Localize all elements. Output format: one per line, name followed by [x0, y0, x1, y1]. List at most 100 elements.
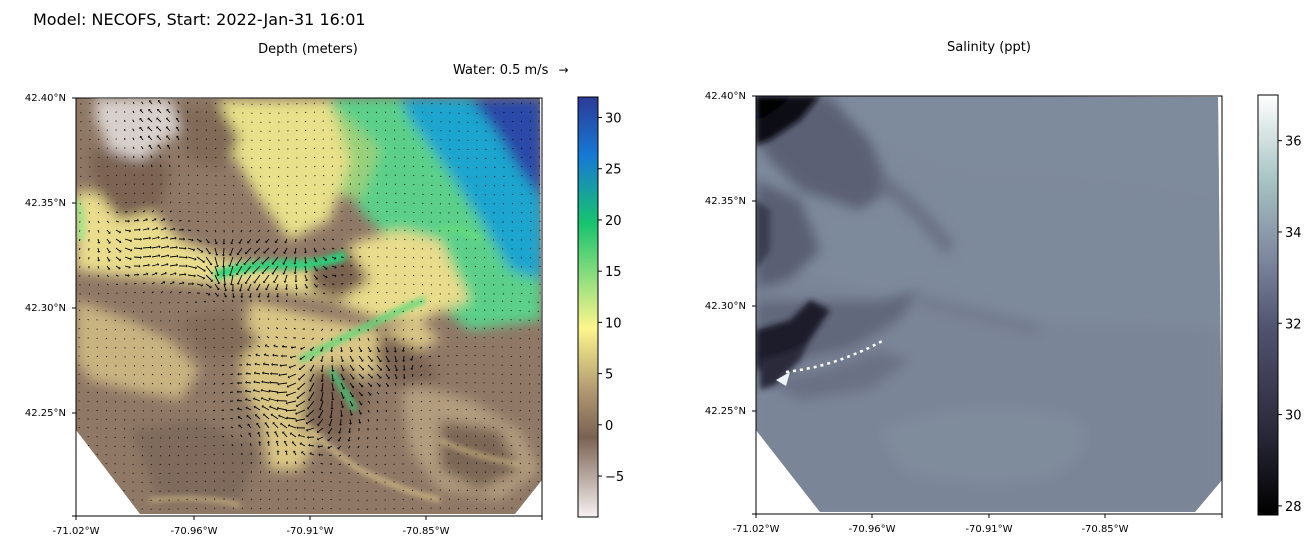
current-vector — [528, 471, 531, 474]
current-vector — [376, 201, 379, 204]
current-vector — [304, 211, 307, 214]
current-vector-head — [327, 446, 330, 450]
current-vector — [420, 445, 423, 447]
current-vector-head — [157, 100, 161, 103]
current-vector — [419, 346, 423, 349]
colorbar-tick-label: −5 — [605, 470, 624, 485]
current-vector — [270, 406, 279, 411]
current-vector — [520, 166, 523, 168]
current-vector — [142, 219, 147, 222]
current-vector — [328, 427, 333, 433]
current-vector — [420, 373, 423, 377]
current-vector — [214, 265, 219, 275]
current-vector — [262, 389, 270, 393]
current-vector-head — [273, 344, 276, 348]
current-vector — [96, 300, 99, 303]
current-vector — [466, 507, 469, 510]
current-vector-head — [173, 227, 176, 231]
current-vector — [307, 409, 315, 417]
current-vector-head — [334, 256, 337, 260]
current-vector-head — [247, 241, 250, 244]
current-vector — [367, 418, 370, 422]
salinity-y-axis: 42.40°N 42.35°N 42.30°N 42.25°N — [705, 91, 756, 515]
current-vector — [465, 400, 468, 402]
current-vector — [105, 346, 108, 349]
current-vector — [223, 211, 225, 214]
current-vector — [232, 292, 235, 297]
current-vector — [187, 274, 195, 277]
current-vector — [140, 136, 144, 141]
current-vector — [105, 507, 108, 510]
current-vector — [349, 391, 353, 397]
current-vector — [195, 418, 198, 421]
current-vector — [348, 138, 351, 141]
current-vector — [348, 111, 351, 114]
current-vector-head — [237, 372, 239, 376]
current-vector — [511, 292, 514, 295]
current-vector — [284, 441, 288, 447]
current-vector — [519, 346, 522, 349]
current-vector — [105, 462, 108, 465]
current-vector — [366, 454, 369, 457]
current-vector-head — [293, 450, 296, 453]
current-vector — [403, 174, 406, 177]
depth-xtick-label: -70.91°W — [286, 526, 333, 537]
current-vector-head — [340, 415, 344, 418]
current-vector-head — [287, 424, 290, 428]
current-vector — [249, 318, 252, 321]
current-vector — [394, 382, 397, 386]
quiver-key-arrow: → — [558, 63, 569, 77]
current-vector — [248, 238, 252, 243]
current-vector — [421, 292, 424, 295]
current-vector — [520, 202, 523, 205]
current-vector — [529, 391, 531, 394]
current-vector — [456, 238, 459, 241]
current-vector — [205, 265, 212, 274]
current-vector — [402, 337, 405, 341]
current-vector — [168, 454, 171, 457]
current-vector — [151, 264, 158, 267]
current-vector — [232, 507, 234, 510]
current-vector-head — [349, 350, 353, 353]
current-vector — [318, 436, 324, 440]
current-vector — [297, 400, 306, 407]
current-vector — [322, 247, 326, 251]
current-vector — [304, 265, 307, 272]
current-vector — [213, 355, 216, 358]
current-vector — [254, 406, 261, 411]
current-vector — [278, 391, 288, 394]
current-vector — [538, 183, 541, 186]
current-vector — [419, 355, 423, 359]
current-vector — [412, 238, 415, 241]
current-vector — [274, 345, 279, 348]
current-vector — [97, 283, 100, 286]
current-vector-head — [236, 282, 240, 285]
current-vector — [501, 328, 504, 330]
current-vector — [376, 310, 378, 313]
current-vector — [223, 120, 226, 123]
current-vector — [79, 265, 81, 268]
current-vector — [366, 301, 369, 304]
current-vector — [447, 265, 450, 268]
current-vector-head — [195, 266, 197, 270]
current-vector — [309, 391, 315, 400]
current-vector — [244, 265, 252, 274]
current-vector — [223, 138, 226, 141]
current-vector — [438, 328, 441, 330]
current-vector — [340, 328, 342, 332]
current-vector — [195, 436, 198, 439]
current-vector — [106, 373, 108, 376]
current-vector-head — [351, 359, 354, 362]
current-vector — [511, 193, 514, 196]
current-vector — [187, 192, 190, 195]
current-vector — [475, 498, 478, 501]
salinity-xtick-label: -70.85°W — [1081, 524, 1128, 535]
current-vector-head — [229, 283, 233, 286]
current-vector — [160, 201, 163, 204]
current-vector — [221, 373, 225, 376]
current-vector — [160, 310, 162, 313]
current-vector-head — [128, 265, 131, 269]
current-vector — [349, 373, 354, 379]
current-vector — [304, 220, 306, 223]
